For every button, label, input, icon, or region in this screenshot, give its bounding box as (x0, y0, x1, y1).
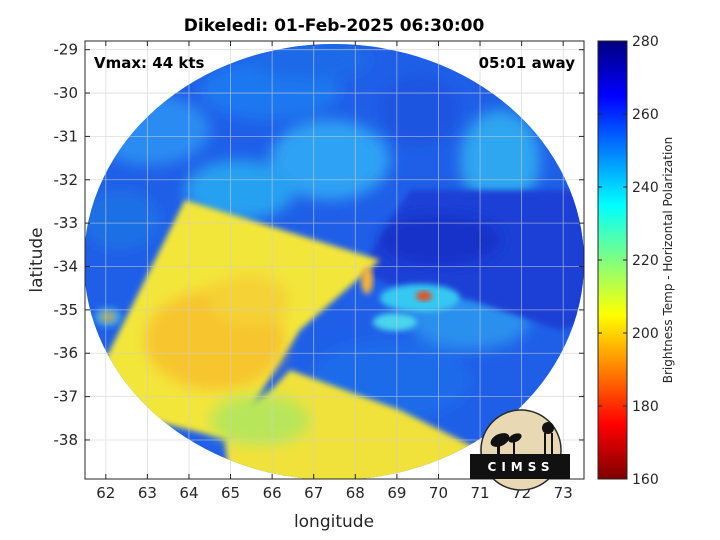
cimss-logo: CIMSS (470, 409, 570, 491)
y-tick-label: -34 (54, 258, 79, 276)
dish-small-icon (508, 433, 522, 443)
y-tick-label: -32 (54, 171, 79, 189)
x-tick-label: 66 (263, 484, 282, 502)
colorbar-ticks: 160 180 200 220 240 260 280 (598, 34, 659, 488)
y-axis: -29 -30 -31 -32 -33 -34 -35 -36 -37 -38 (54, 41, 584, 449)
vmax-annotation: Vmax: 44 kts (94, 54, 204, 72)
colorbar-gradient (597, 40, 628, 480)
colorbar-tick-label: 200 (632, 326, 659, 342)
x-tick-label: 62 (96, 484, 115, 502)
x-axis: 62 63 64 65 66 67 68 69 70 71 72 73 (96, 41, 573, 502)
y-tick-label: -33 (54, 214, 79, 232)
x-tick-label: 71 (470, 484, 489, 502)
x-tick-label: 69 (387, 484, 406, 502)
colorbar-tick-label: 280 (632, 34, 659, 50)
logo-label: CIMSS (488, 460, 555, 474)
x-tick-label: 63 (138, 484, 157, 502)
x-tick-label: 67 (304, 484, 323, 502)
plot-frame (84, 40, 585, 480)
x-tick-label: 65 (221, 484, 240, 502)
y-tick-label: -37 (54, 388, 79, 406)
y-axis-label: latitude (27, 227, 47, 292)
colorbar-tick-label: 220 (632, 253, 659, 269)
y-tick-label: -29 (54, 41, 79, 59)
x-tick-label: 73 (554, 484, 573, 502)
y-tick-label: -36 (54, 344, 79, 362)
y-tick-label: -35 (54, 301, 79, 319)
grid-lines (85, 41, 584, 479)
storm-features (94, 266, 460, 331)
colorbar-tick-label: 240 (632, 180, 659, 196)
time-annotation: 05:01 away (479, 54, 576, 72)
dish-icon (490, 433, 510, 447)
colorbar-label: Brightness Temp - Horizontal Polarizatio… (661, 137, 675, 384)
x-tick-label: 70 (429, 484, 448, 502)
logo-bar (470, 454, 570, 479)
water-tower-icon (542, 422, 554, 434)
plot-title: Dikeledi: 01-Feb-2025 06:30:00 (184, 16, 485, 36)
colorbar-tick-label: 160 (632, 472, 659, 488)
y-tick-label: -38 (54, 431, 79, 449)
y-tick-label: -31 (54, 127, 79, 145)
x-tick-label: 68 (346, 484, 365, 502)
colorbar: 160 180 200 220 240 260 280 Brightness Temp - … (597, 34, 675, 488)
x-axis-label: longitude (294, 512, 374, 532)
colorbar-tick-label: 260 (632, 107, 659, 123)
colorbar-tick-label: 180 (632, 399, 659, 415)
x-tick-label: 64 (179, 484, 198, 502)
y-tick-label: -30 (54, 84, 79, 102)
